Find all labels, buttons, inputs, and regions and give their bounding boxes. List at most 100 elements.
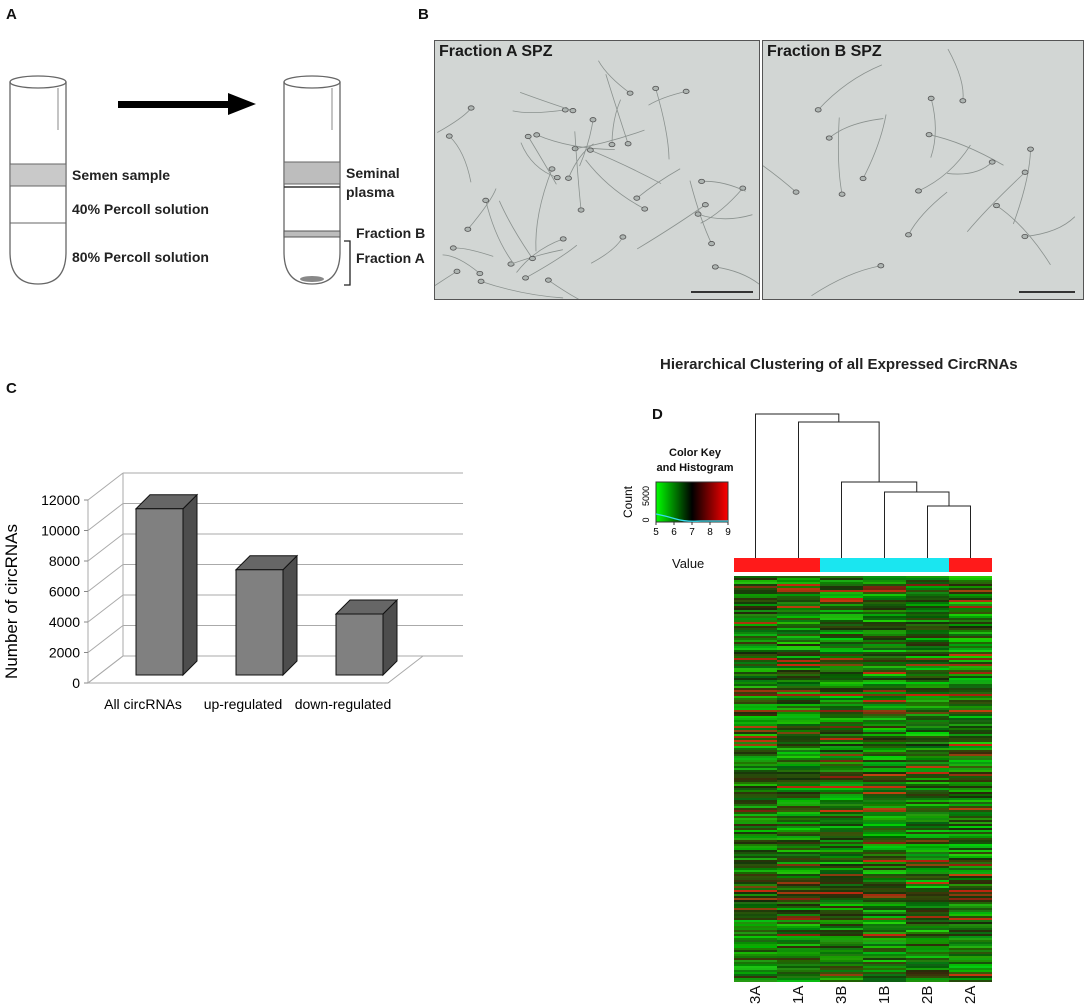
heatmap-cell <box>777 956 821 959</box>
heatmap-cell <box>863 870 907 873</box>
heatmap-cell <box>949 726 992 729</box>
heatmap-cell <box>777 670 821 673</box>
heatmap-cell <box>906 780 950 783</box>
heatmap-cell <box>906 684 950 687</box>
heatmap-cell <box>734 898 778 901</box>
heatmap-cell <box>863 784 907 787</box>
heatmap-cell <box>820 610 864 613</box>
heatmap-cell <box>777 680 821 683</box>
heatmap-cell <box>906 848 950 851</box>
heatmap-cell <box>863 578 907 581</box>
heatmap-cell <box>949 864 992 867</box>
heatmap-cell <box>777 652 821 655</box>
heatmap-cell <box>734 928 778 931</box>
sperm-tail <box>811 265 881 297</box>
sperm-head <box>792 189 800 195</box>
heatmap-cell <box>777 892 821 895</box>
heatmap-cell <box>863 900 907 903</box>
heatmap-cell <box>949 838 992 841</box>
heatmap-cell <box>777 744 821 747</box>
heatmap-cell <box>777 854 821 857</box>
heatmap-cell <box>820 940 864 943</box>
heatmap-cell <box>863 772 907 775</box>
heatmap-cell <box>949 894 992 897</box>
column-label: 2A <box>961 985 979 1004</box>
heatmap-cell <box>863 908 907 911</box>
heatmap-cell <box>906 934 950 937</box>
heatmap-cell <box>863 740 907 743</box>
heatmap-cell <box>734 828 778 831</box>
heatmap-cell <box>863 760 907 763</box>
heatmap-cell <box>863 936 907 939</box>
heatmap-cell <box>820 658 864 661</box>
heatmap-cell <box>734 876 778 879</box>
sperm-head <box>544 277 552 283</box>
heatmap-cell <box>820 674 864 677</box>
tube-after <box>283 75 351 286</box>
heatmap-cell <box>820 650 864 653</box>
heatmap-cell <box>777 824 821 827</box>
heatmap-cell <box>949 600 992 603</box>
heatmap-cell <box>863 780 907 783</box>
heatmap-cell <box>906 636 950 639</box>
heatmap-cell <box>820 770 864 773</box>
heatmap-cell <box>863 630 907 633</box>
heatmap-cell <box>949 826 992 829</box>
heatmap-cell <box>949 858 992 861</box>
heatmap-cell <box>777 788 821 791</box>
heatmap-cell <box>906 782 950 785</box>
fraction-b-label: Fraction B <box>356 225 426 241</box>
sperm-tail <box>590 149 662 184</box>
heatmap-cell <box>949 880 992 883</box>
heatmap-cell <box>906 946 950 949</box>
heatmap-cell <box>949 646 992 649</box>
heatmap-cell <box>777 838 821 841</box>
heatmap-cell <box>820 580 864 583</box>
heatmap-cell <box>906 854 950 857</box>
group-cell <box>777 558 821 572</box>
heatmap-cell <box>734 838 778 841</box>
heatmap-cell <box>906 626 950 629</box>
heatmap-cell <box>734 608 778 611</box>
heatmap-cell <box>906 896 950 899</box>
heatmap-cell <box>863 792 907 795</box>
heatmap-cell <box>777 612 821 615</box>
heatmap-cell <box>777 610 821 613</box>
heatmap-cell <box>906 870 950 873</box>
heatmap-cell <box>734 636 778 639</box>
heatmap-cell <box>777 834 821 837</box>
heatmap-cell <box>906 810 950 813</box>
heatmap-cell <box>734 778 778 781</box>
heatmap-cell <box>949 798 992 801</box>
heatmap-cell <box>734 650 778 653</box>
heatmap-cell <box>863 594 907 597</box>
heatmap-cell <box>777 908 821 911</box>
heatmap-cell <box>949 810 992 813</box>
heatmap-cell <box>777 912 821 915</box>
heatmap-cell <box>777 844 821 847</box>
heatmap-cell <box>777 876 821 879</box>
heatmap-cell <box>906 720 950 723</box>
heatmap-cell <box>906 882 950 885</box>
heatmap-cell <box>949 604 992 607</box>
heatmap-cell <box>863 802 907 805</box>
heatmap-cell <box>820 718 864 721</box>
heatmap-cell <box>820 838 864 841</box>
heatmap-cell <box>906 890 950 893</box>
sperm-head <box>586 147 594 153</box>
heatmap-cell <box>906 916 950 919</box>
heatmap-cell <box>949 928 992 931</box>
heatmap-cell <box>777 896 821 899</box>
heatmap-cell <box>949 654 992 657</box>
heatmap-cell <box>820 586 864 589</box>
heatmap-cell <box>734 800 778 803</box>
heatmap-cell <box>734 792 778 795</box>
heatmap-cell <box>820 628 864 631</box>
heatmap-cell <box>777 770 821 773</box>
heatmap-cell <box>820 698 864 701</box>
heatmap-cell <box>949 584 992 587</box>
heatmap-cell <box>777 714 821 717</box>
heatmap-cell <box>777 784 821 787</box>
heatmap-cell <box>863 862 907 865</box>
heatmap-cell <box>820 624 864 627</box>
